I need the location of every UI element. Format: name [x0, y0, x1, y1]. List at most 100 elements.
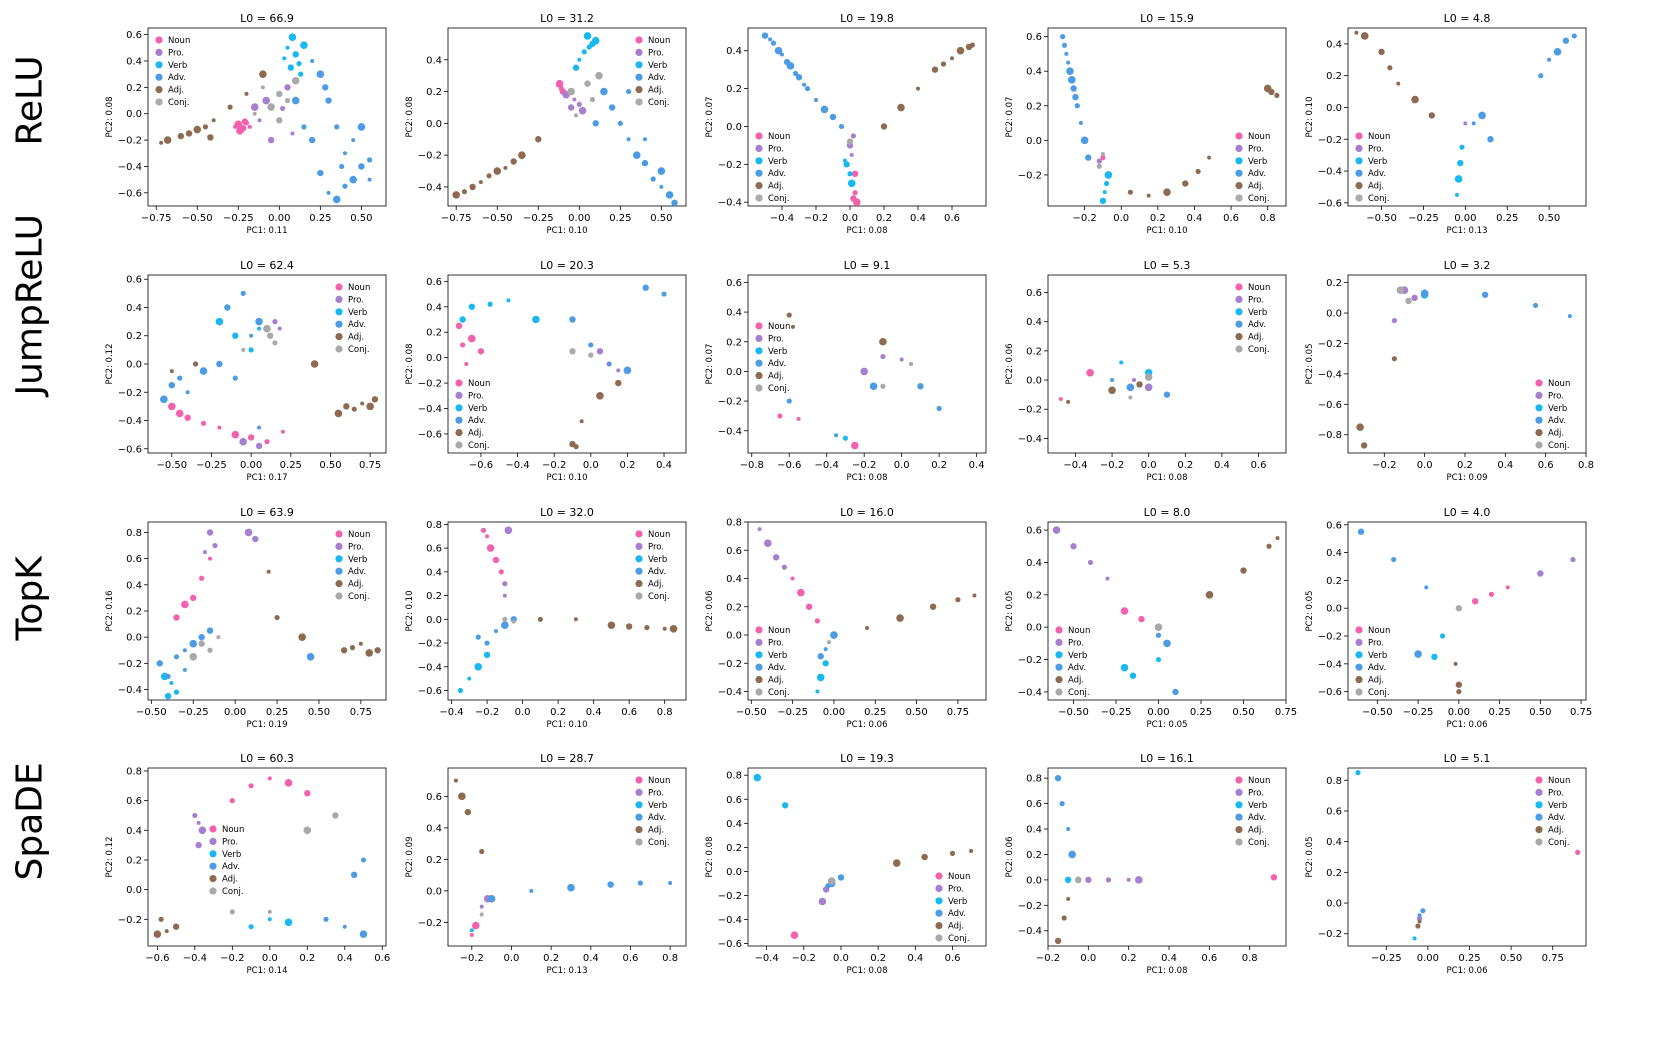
data-point [229, 798, 235, 804]
data-point [838, 123, 845, 130]
legend-marker [209, 887, 217, 895]
data-point [1547, 57, 1552, 62]
legend-label: Verb [468, 404, 487, 414]
legend-marker [1535, 416, 1543, 424]
y-tick-label: 0.4 [426, 55, 442, 66]
data-point [1128, 395, 1133, 400]
data-point [818, 897, 827, 906]
x-tick-label: 0.50 [308, 707, 330, 718]
legend-label: Noun [1248, 776, 1270, 786]
data-point [1454, 175, 1463, 183]
data-point [823, 647, 828, 652]
legend-marker [935, 934, 943, 942]
y-axis-label: PC2: 0.06 [1005, 837, 1015, 878]
x-tick-label: 0.75 [1542, 953, 1564, 964]
data-point [851, 441, 859, 450]
data-point [1138, 615, 1145, 623]
panel-title: L0 = 16.0 [840, 506, 894, 519]
x-tick-label: 0.00 [1147, 707, 1169, 718]
data-point [234, 120, 243, 129]
x-tick-label: −0.2 [852, 460, 876, 471]
y-tick-label: 0.2 [426, 855, 442, 866]
legend-label: Pro. [468, 391, 484, 401]
y-tick-label: 0.0 [1026, 136, 1042, 147]
x-tick-label: −0.2 [542, 460, 566, 471]
data-point [165, 673, 171, 680]
legend-marker [1535, 776, 1543, 784]
x-tick-label: 0.6 [945, 953, 961, 964]
legend-label: Verb [348, 555, 367, 565]
x-tick-label: 0.25 [266, 707, 288, 718]
x-tick-label: 0.4 [1161, 953, 1177, 964]
data-point [169, 369, 174, 374]
data-point [206, 627, 214, 634]
y-tick-label: −0.2 [418, 918, 442, 929]
y-tick-label: 0.0 [726, 631, 742, 642]
y-tick-label: 0.0 [426, 886, 442, 897]
legend-marker [1535, 441, 1543, 449]
x-tick-label: 0.2 [870, 953, 886, 964]
y-tick-label: 0.4 [426, 823, 442, 834]
data-point [518, 151, 526, 159]
panel-title: L0 = 19.8 [840, 12, 894, 25]
panel-title: L0 = 20.3 [540, 259, 594, 272]
legend-marker [155, 48, 163, 57]
x-tick-label: 0.8 [662, 953, 678, 964]
legend-marker [335, 530, 343, 538]
legend-marker [155, 98, 163, 106]
data-point [796, 416, 801, 421]
data-point [467, 676, 472, 681]
x-tick-label: 0.4 [1214, 460, 1230, 471]
data-point [1119, 360, 1124, 365]
y-axis-label: PC2: 0.12 [105, 344, 115, 385]
y-tick-label: 0.2 [726, 337, 742, 348]
y-axis-label: PC2: 0.08 [705, 837, 715, 878]
legend-label: Conj. [648, 98, 670, 108]
legend-label: Adj. [768, 676, 784, 686]
y-tick-label: 0.6 [426, 792, 442, 803]
data-point [899, 357, 904, 362]
data-point [282, 56, 287, 61]
y-tick-label: 0.2 [126, 607, 142, 618]
y-tick-label: 0.8 [1026, 774, 1042, 785]
data-point [1105, 877, 1112, 883]
scatter-panel: L0 = 5.3 −0.4 −0.2 0.0 0.2 0.4 0.6 −0.4 −0.2 0.0 0… [1005, 259, 1287, 483]
data-point [190, 594, 197, 602]
y-tick-label: −0.2 [118, 136, 142, 147]
legend-label: Adj. [1548, 826, 1564, 836]
data-point [216, 360, 223, 368]
data-point [267, 917, 272, 922]
data-point [834, 433, 839, 438]
data-point [487, 894, 496, 903]
x-axis-label: PC1: 0.11 [247, 226, 288, 236]
data-point [529, 888, 534, 893]
y-tick-label: 0.0 [1326, 103, 1342, 114]
panel-title: L0 = 66.9 [240, 12, 294, 25]
scatter-panel: L0 = 19.3 −0.4 −0.2 0.0 0.2 0.4 0.6 −0.6 −0.4 −0.… [705, 752, 987, 976]
legend-marker [455, 416, 463, 424]
axes-frame [1047, 274, 1287, 454]
legend-label: Noun [768, 322, 790, 332]
data-point [267, 136, 275, 144]
y-tick-label: 0.4 [126, 303, 142, 314]
y-tick-label: 0.6 [726, 546, 742, 557]
data-point [182, 648, 187, 653]
panel-title: L0 = 3.2 [1444, 259, 1491, 272]
legend-marker [755, 169, 763, 177]
data-point [342, 151, 347, 156]
data-point [588, 342, 594, 348]
data-point [232, 332, 239, 339]
y-tick-label: −0.6 [1318, 198, 1342, 209]
legend-marker [1355, 194, 1363, 202]
y-tick-label: 0.4 [726, 46, 742, 57]
legend-label: Adv. [1548, 416, 1566, 426]
legend-marker [455, 391, 463, 399]
x-tick-label: −0.6 [469, 460, 493, 471]
data-point [774, 46, 783, 55]
legend-marker [635, 48, 643, 57]
data-point [350, 871, 358, 878]
legend-marker [935, 922, 943, 930]
x-tick-label: −0.2 [792, 953, 816, 964]
data-point [224, 304, 231, 311]
